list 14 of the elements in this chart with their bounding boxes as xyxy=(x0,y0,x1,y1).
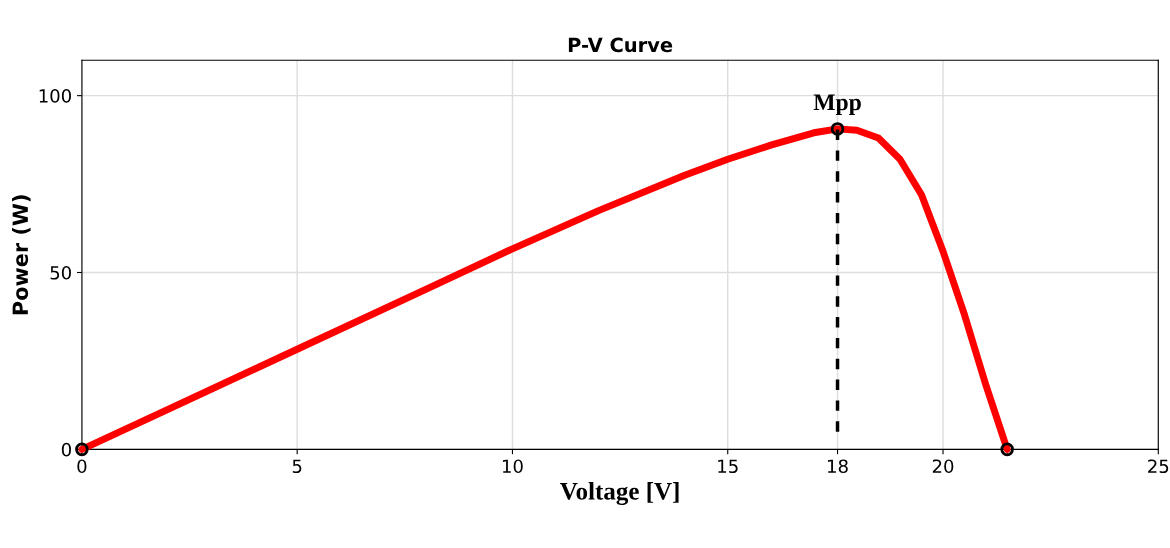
chart-title: P-V Curve xyxy=(568,37,673,53)
x-tick-label: 0 xyxy=(77,459,87,474)
x-tick-label: 10 xyxy=(502,459,523,474)
x-tick-label: 15 xyxy=(718,459,738,474)
x-tick-label: 18 xyxy=(828,459,848,474)
x-tick-label: 5 xyxy=(292,459,302,474)
y-tick-label: 0 xyxy=(61,442,71,457)
x-axis-title: Voltage [V] xyxy=(560,482,679,505)
x-tick-label: 25 xyxy=(1148,459,1169,474)
y-tick-label: 50 xyxy=(50,265,71,280)
annotation: Mpp xyxy=(813,94,861,116)
y-tick-label: 100 xyxy=(39,89,71,103)
x-tick-label: 20 xyxy=(932,459,954,474)
y-axis-title: Power (W) xyxy=(12,195,31,315)
